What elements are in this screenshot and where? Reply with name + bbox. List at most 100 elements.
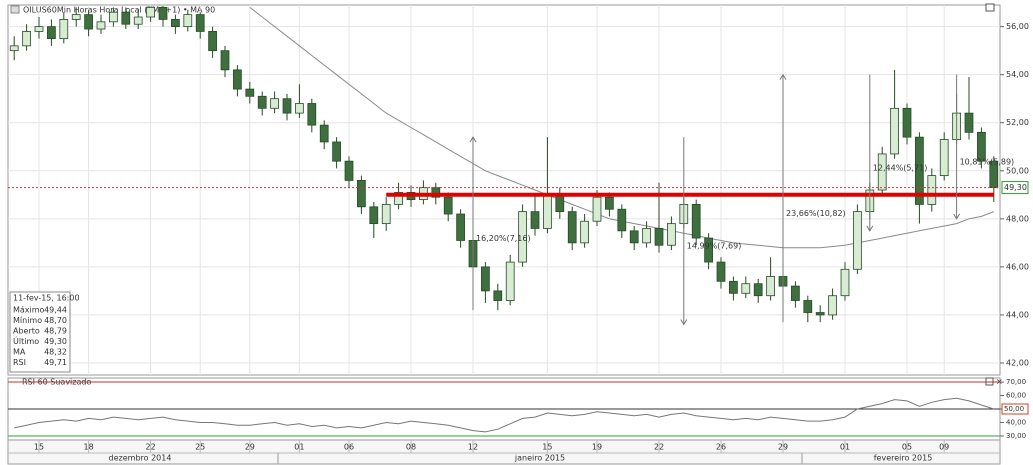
candle-body [815,312,825,316]
candle-body [939,139,949,176]
x-tick-label: 19 [592,443,602,452]
candle-body [729,280,738,294]
measure-arrowhead [469,136,477,143]
candle-body [629,230,639,244]
y-tick-label: 42,00 [1006,358,1029,367]
x-tick-label: 26 [716,443,726,452]
candle-body [493,290,503,301]
candle-body [369,206,379,225]
candle-body [84,14,93,30]
candle-body [109,11,118,23]
x-tick-label: 09 [939,443,949,452]
info-key: Máximo [13,306,45,315]
info-key: Último [13,335,39,346]
candle-body [605,196,614,210]
candle-body [902,107,912,138]
candle-body [766,276,775,297]
candle-body [791,285,800,301]
y-tick-label: 54,00 [1006,70,1029,79]
candle-body [530,211,540,229]
candle-body [456,213,465,241]
candle-body [741,283,751,294]
candle-body [617,208,627,232]
info-value: 49,71 [44,358,67,367]
x-tick-label: 05 [902,443,912,452]
measure-arrowhead [953,213,961,220]
candle-body [344,160,354,181]
candle-body [195,14,205,32]
candle-body [915,136,924,205]
candle-body [59,19,69,40]
candle-body [158,7,168,20]
candle-body [146,7,155,18]
x-tick-label: 15 [34,443,44,452]
x-tick-label: 08 [406,443,416,452]
x-tick-label: 01 [294,443,304,452]
candle-body [220,50,230,71]
x-tick-label: 29 [245,443,255,452]
x-axis-band [7,439,1001,465]
measure-label: 12,44%(5,71) [873,163,928,172]
y-tick-label: 44,00 [1006,310,1029,319]
y-tick-label: 56,00 [1006,22,1029,31]
current-price-label: 49,30 [1004,183,1027,192]
x-tick-label: 22 [146,443,156,452]
measure-label: 16,20%(7,16) [476,234,531,243]
month-label: dezembro 2014 [109,454,172,463]
info-key: Aberto [13,327,40,336]
candle-body [592,196,602,222]
maximize-button[interactable] [985,3,995,12]
candle-body [654,228,664,246]
info-key: MA [13,348,26,357]
x-tick-label: 12 [468,443,478,452]
rsi-current-box [1001,403,1029,415]
maximize-button[interactable] [985,377,994,386]
panel-icon [10,5,20,14]
chart-title: OILUS60Min Horas Hora Local (TMG+1) • MA… [23,6,215,15]
candle-body [22,31,31,47]
candle-body [431,187,441,198]
candle-body [71,14,81,20]
measure-arrowhead [779,73,787,80]
candle-body [443,196,453,215]
candle-body [121,11,131,25]
candle-body [332,141,341,162]
x-tick-label: 29 [778,443,788,452]
rsi-line [14,397,994,433]
candle-body [518,211,527,263]
candle-body [295,103,304,114]
candle-body [133,16,143,25]
candle-body [282,98,292,114]
candle-body [307,103,317,126]
candle-body [47,26,56,40]
y-tick-label: 30,00 [1006,432,1026,440]
info-value: 48,32 [44,348,67,357]
measure-label: 14,99%(7,69) [687,241,742,250]
candle-body [580,220,589,244]
candle-body [270,98,279,109]
candle-body [704,237,713,263]
price-frame [7,4,1001,376]
x-tick-label: 06 [344,443,354,452]
measure-label: 10,81%(5,89) [960,157,1015,166]
current-price-box [1001,181,1029,195]
x-tick-label: 25 [195,443,205,452]
y-tick-label: 50,00 [1006,166,1029,175]
measure-label: 23,66%(10,82) [786,209,846,218]
y-tick-label: 40,00 [1006,418,1026,426]
candle-body [853,211,862,270]
candle-body [555,194,565,213]
candle-body [840,268,850,297]
candle-body [34,26,44,32]
candle-body [208,31,217,52]
candle-body [245,88,255,97]
candle-body [96,21,106,30]
candle-body [567,211,577,244]
candle-body [890,107,899,155]
y-tick-label: 60,00 [1006,392,1026,400]
candle-body [9,45,19,52]
info-key: RSI [13,358,26,367]
candle-body [927,175,937,205]
info-value: 48,70 [44,316,67,325]
candle-body [505,261,515,301]
